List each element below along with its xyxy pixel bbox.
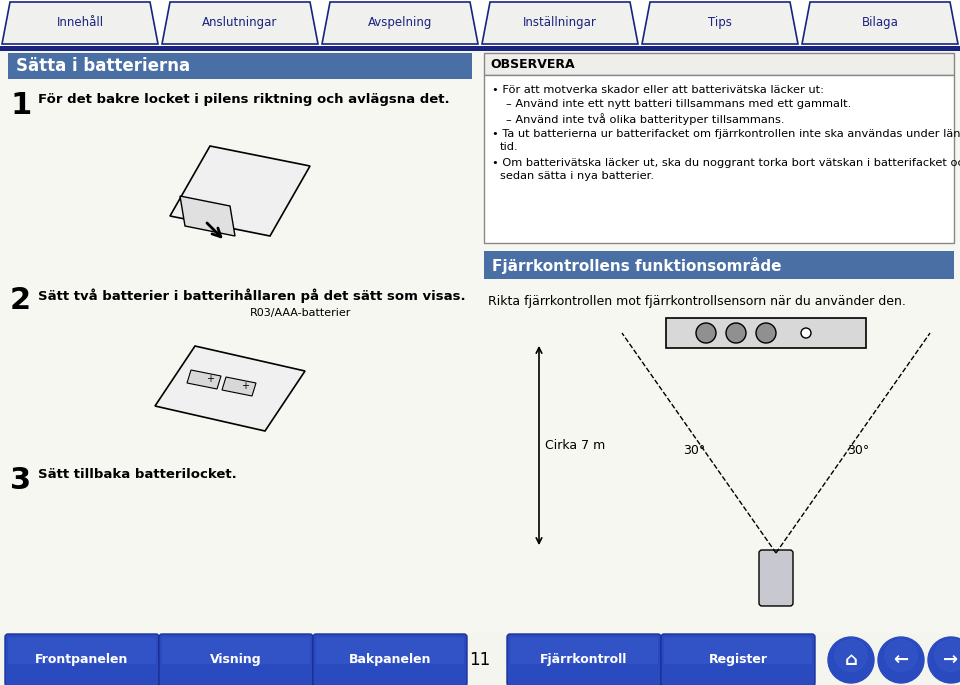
FancyBboxPatch shape bbox=[664, 637, 812, 664]
Bar bbox=[484, 75, 954, 243]
Circle shape bbox=[828, 637, 874, 683]
Polygon shape bbox=[155, 346, 305, 431]
Text: – Använd inte ett nytt batteri tillsammans med ett gammalt.: – Använd inte ett nytt batteri tillsamma… bbox=[506, 99, 852, 109]
Circle shape bbox=[928, 637, 960, 683]
FancyBboxPatch shape bbox=[507, 634, 661, 685]
Text: Anslutningar: Anslutningar bbox=[203, 16, 277, 29]
Text: Bakpanelen: Bakpanelen bbox=[348, 653, 431, 667]
Text: sedan sätta i nya batterier.: sedan sätta i nya batterier. bbox=[500, 171, 654, 181]
Circle shape bbox=[835, 639, 867, 671]
Text: R03/AAA-batterier: R03/AAA-batterier bbox=[250, 308, 351, 318]
FancyBboxPatch shape bbox=[159, 634, 313, 685]
Bar bbox=[484, 53, 954, 75]
Text: +: + bbox=[241, 381, 249, 391]
Text: tid.: tid. bbox=[500, 142, 518, 152]
Circle shape bbox=[726, 323, 746, 343]
Text: ⌂: ⌂ bbox=[845, 651, 857, 669]
Text: • För att motverka skador eller att batterivätska läcker ut:: • För att motverka skador eller att batt… bbox=[492, 85, 824, 95]
Text: Sätt två batterier i batterihållaren på det sätt som visas.: Sätt två batterier i batterihållaren på … bbox=[38, 288, 466, 303]
Text: Innehåll: Innehåll bbox=[57, 16, 104, 29]
Text: Visning: Visning bbox=[210, 653, 262, 667]
Polygon shape bbox=[162, 2, 318, 44]
Circle shape bbox=[801, 328, 811, 338]
Text: Cirka 7 m: Cirka 7 m bbox=[545, 439, 605, 452]
Text: ←: ← bbox=[894, 651, 908, 669]
Text: Sätt tillbaka batterilocket.: Sätt tillbaka batterilocket. bbox=[38, 468, 237, 481]
Polygon shape bbox=[187, 370, 221, 389]
Text: För det bakre locket i pilens riktning och avlägsna det.: För det bakre locket i pilens riktning o… bbox=[38, 93, 449, 106]
Polygon shape bbox=[222, 377, 256, 396]
Text: Frontpanelen: Frontpanelen bbox=[36, 653, 129, 667]
Text: →: → bbox=[944, 651, 959, 669]
Bar bbox=[484, 251, 954, 279]
FancyBboxPatch shape bbox=[316, 637, 464, 664]
Text: 11: 11 bbox=[469, 651, 491, 669]
Polygon shape bbox=[322, 2, 478, 44]
Bar bbox=[0, 53, 960, 633]
FancyBboxPatch shape bbox=[8, 637, 156, 664]
FancyBboxPatch shape bbox=[162, 637, 310, 664]
Circle shape bbox=[935, 639, 960, 671]
Circle shape bbox=[756, 323, 776, 343]
Text: Fjärrkontroll: Fjärrkontroll bbox=[540, 653, 628, 667]
Text: Fjärrkontrollens funktionsområde: Fjärrkontrollens funktionsområde bbox=[492, 256, 781, 273]
FancyBboxPatch shape bbox=[759, 550, 793, 606]
Text: 2: 2 bbox=[10, 286, 31, 315]
Text: – Använd inte två olika batterityper tillsammans.: – Använd inte två olika batterityper til… bbox=[506, 113, 784, 125]
Bar bbox=[0, 46, 960, 51]
Bar bbox=[666, 318, 866, 348]
Text: Register: Register bbox=[708, 653, 767, 667]
Text: 1: 1 bbox=[10, 91, 32, 120]
Polygon shape bbox=[642, 2, 798, 44]
Text: OBSERVERA: OBSERVERA bbox=[490, 58, 575, 71]
Text: Tips: Tips bbox=[708, 16, 732, 29]
Circle shape bbox=[696, 323, 716, 343]
Polygon shape bbox=[2, 2, 158, 44]
FancyBboxPatch shape bbox=[510, 637, 658, 664]
Polygon shape bbox=[180, 196, 235, 236]
FancyBboxPatch shape bbox=[313, 634, 467, 685]
Text: Bilaga: Bilaga bbox=[861, 16, 899, 29]
Polygon shape bbox=[482, 2, 638, 44]
Circle shape bbox=[878, 637, 924, 683]
Polygon shape bbox=[802, 2, 958, 44]
Text: +: + bbox=[206, 374, 214, 384]
Text: 3: 3 bbox=[10, 466, 31, 495]
FancyBboxPatch shape bbox=[661, 634, 815, 685]
Text: • Om batterivätska läcker ut, ska du noggrant torka bort vätskan i batterifacket: • Om batterivätska läcker ut, ska du nog… bbox=[492, 158, 960, 168]
Circle shape bbox=[885, 639, 917, 671]
Text: 30°: 30° bbox=[847, 445, 869, 458]
Text: 30°: 30° bbox=[683, 445, 705, 458]
Polygon shape bbox=[170, 146, 310, 236]
Text: Inställningar: Inställningar bbox=[523, 16, 597, 29]
Text: Avspelning: Avspelning bbox=[368, 16, 432, 29]
Text: • Ta ut batterierna ur batterifacket om fjärrkontrollen inte ska användas under : • Ta ut batterierna ur batterifacket om … bbox=[492, 129, 960, 139]
Text: Rikta fjärrkontrollen mot fjärrkontrollsensorn när du använder den.: Rikta fjärrkontrollen mot fjärrkontrolls… bbox=[488, 295, 906, 308]
FancyBboxPatch shape bbox=[5, 634, 159, 685]
Bar bbox=[8, 53, 472, 79]
Bar bbox=[0, 0, 960, 46]
Text: Sätta i batterierna: Sätta i batterierna bbox=[16, 57, 190, 75]
